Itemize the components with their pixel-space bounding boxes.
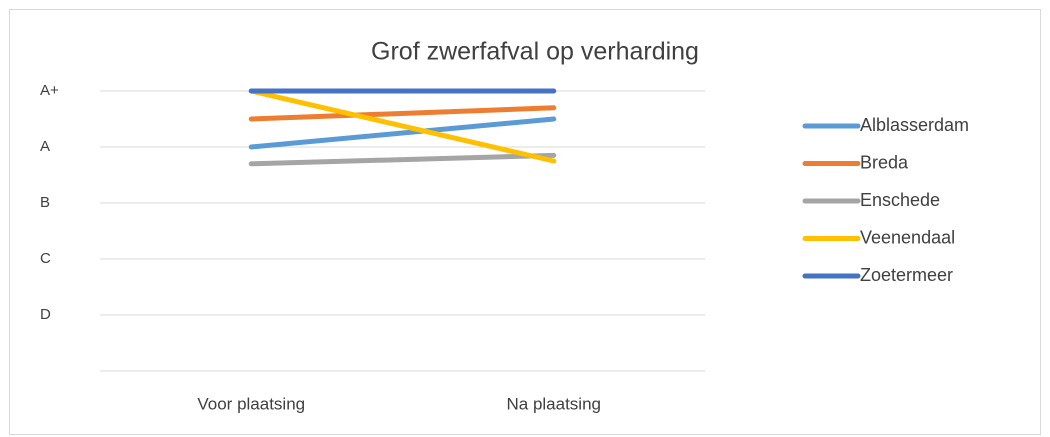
y-tick-label: C xyxy=(40,250,51,267)
y-tick-label: D xyxy=(40,306,51,323)
series-line xyxy=(248,152,557,167)
series-line xyxy=(248,105,557,122)
legend-label: Alblasserdam xyxy=(860,115,969,135)
x-tick-label: Na plaatsing xyxy=(506,394,601,413)
x-tick-label: Voor plaatsing xyxy=(197,394,305,413)
legend-label: Enschede xyxy=(860,190,940,210)
y-tick-label: B xyxy=(40,194,50,211)
chart-border xyxy=(9,9,1041,435)
chart-title: Grof zwerfafval op verharding xyxy=(371,38,699,66)
y-tick-label: A xyxy=(40,138,50,155)
series-line xyxy=(248,88,557,164)
y-tick-label: A+ xyxy=(40,82,59,99)
series-line xyxy=(248,116,557,150)
legend-label: Veenendaal xyxy=(860,227,955,247)
legend-label: Zoetermeer xyxy=(860,265,953,285)
legend-label: Breda xyxy=(860,152,909,172)
